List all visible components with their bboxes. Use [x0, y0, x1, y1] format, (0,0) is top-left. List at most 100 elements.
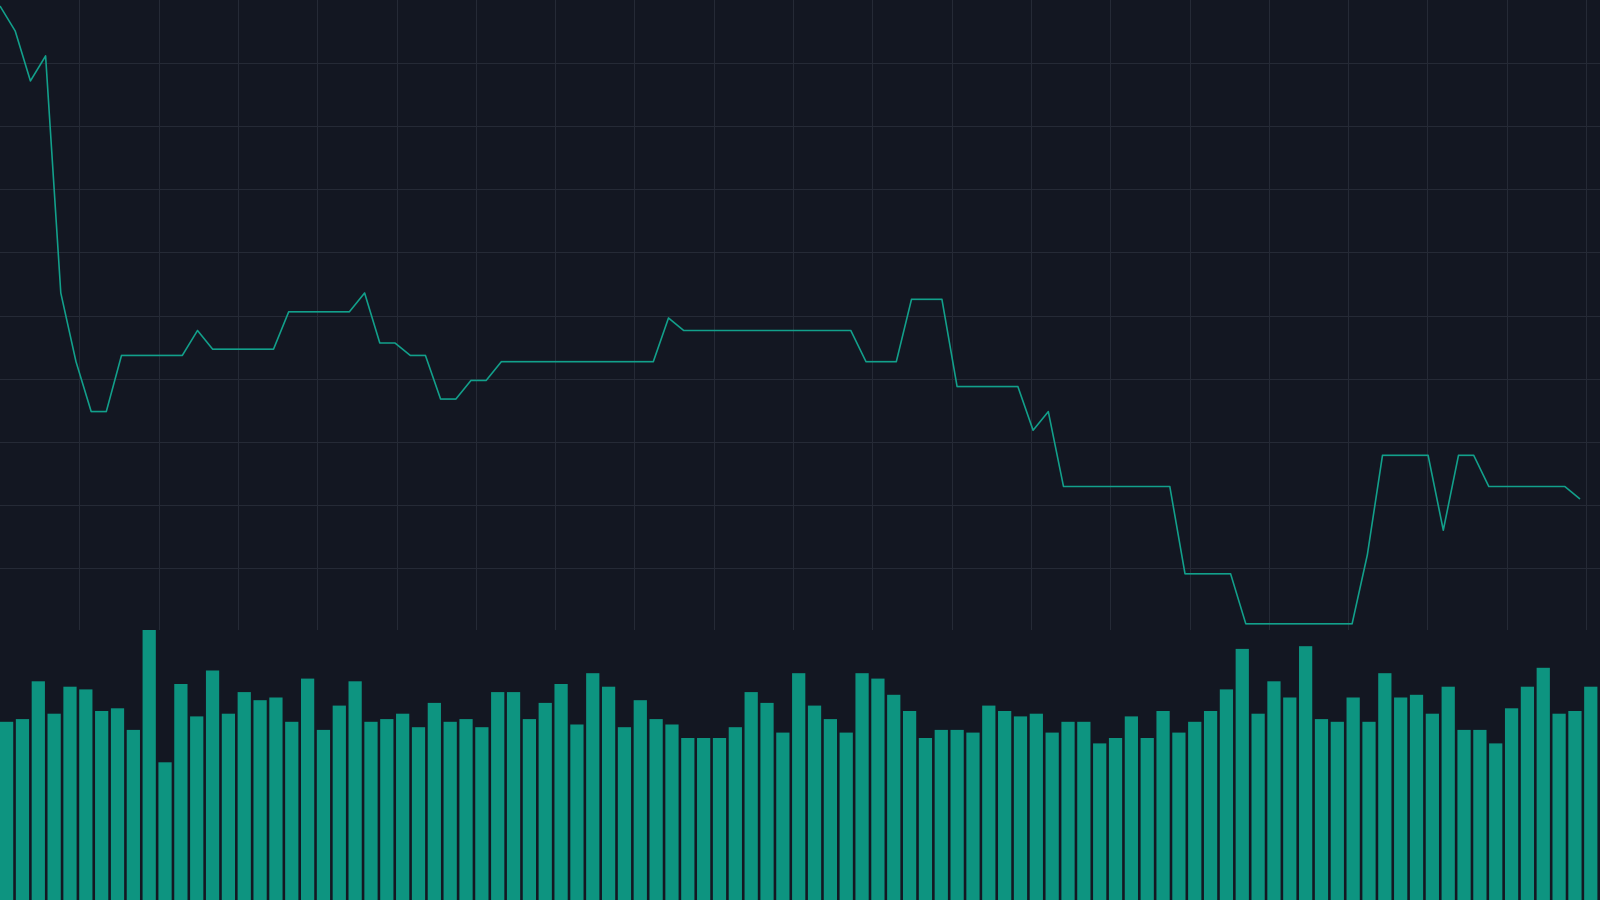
volume-bar [950, 729, 964, 900]
volume-bar [1378, 673, 1392, 900]
volume-bar [237, 692, 251, 900]
volume-bar [205, 670, 220, 900]
volume-bar [538, 702, 552, 900]
volume-bar [31, 681, 45, 900]
volume-bar [807, 705, 822, 900]
volume-bar [1314, 719, 1329, 900]
volume-bar [300, 678, 315, 900]
volume-bar [681, 738, 695, 900]
volume-bar [586, 673, 600, 900]
volume-bar [1409, 694, 1424, 900]
volume-bar [697, 738, 711, 900]
volume-bar [459, 719, 473, 900]
volume-bar [364, 721, 378, 900]
volume-bar [174, 684, 188, 900]
volume-bar [285, 721, 299, 900]
volume-bar [1473, 729, 1487, 900]
volume-bar [1425, 713, 1439, 900]
volume-bar [1283, 697, 1297, 900]
volume-bar [79, 689, 93, 900]
volume-bar [1124, 716, 1138, 900]
volume-bar [380, 719, 394, 900]
volume-bar [253, 700, 267, 900]
volume-bar [0, 721, 14, 900]
volume-bar [15, 719, 30, 900]
volume-bar [506, 692, 521, 900]
volume-bar [617, 727, 632, 900]
volume-bar [1394, 697, 1408, 900]
volume-bar [934, 729, 948, 900]
volume-bar [126, 729, 140, 900]
volume-bar [190, 716, 204, 900]
volume-bar [1188, 721, 1202, 900]
volume-bar [1251, 713, 1265, 900]
volume-bar [110, 708, 125, 900]
volume-bar [158, 762, 172, 900]
volume-bar [1552, 713, 1566, 900]
volume-bar [1584, 686, 1598, 900]
volume-bar [1568, 711, 1582, 900]
volume-bar [871, 678, 885, 900]
volume-bar [554, 684, 568, 900]
grid [0, 0, 1600, 630]
volume-bar [142, 630, 156, 900]
volume-bar [1441, 686, 1455, 900]
volume-bar [649, 719, 663, 900]
volume-pane [0, 630, 1598, 900]
volume-bar [633, 700, 647, 900]
volume-bar [1219, 689, 1234, 900]
volume-bar [396, 713, 410, 900]
volume-bar [712, 738, 727, 900]
price-pane [0, 5, 1581, 625]
volume-bar [1346, 697, 1360, 900]
volume-bar [411, 727, 426, 900]
volume-bar [316, 729, 331, 900]
volume-bar [902, 711, 917, 900]
volume-bar [1299, 646, 1313, 900]
volume-bar [1029, 713, 1043, 900]
volume-bar [776, 732, 790, 900]
volume-bar [522, 719, 537, 900]
volume-bar [601, 686, 616, 900]
volume-bar [1140, 738, 1154, 900]
volume-bar [491, 692, 505, 900]
volume-bar [1172, 732, 1186, 900]
volume-bar [823, 719, 837, 900]
volume-bar [744, 692, 758, 900]
volume-bar [1061, 721, 1075, 900]
volume-bar [1013, 716, 1028, 900]
volume-bar [665, 724, 679, 900]
volume-bar [427, 702, 441, 900]
volume-bar [966, 732, 980, 900]
volume-bar [332, 705, 346, 900]
volume-bar [1362, 721, 1376, 900]
volume-bar [728, 727, 742, 900]
volume-bar [1156, 711, 1170, 900]
volume-bar [475, 727, 489, 900]
volume-bar [348, 681, 362, 900]
volume-bar [918, 738, 933, 900]
volume-bar [1045, 732, 1059, 900]
volume-bar [887, 694, 901, 900]
volume-bar [855, 673, 869, 900]
volume-bar [998, 711, 1012, 900]
volume-bar [63, 686, 77, 900]
volume-bar [1489, 743, 1503, 900]
volume-bar [570, 724, 584, 900]
volume-bar [1457, 729, 1471, 900]
volume-bar [1520, 686, 1535, 900]
volume-bar [839, 732, 853, 900]
volume-bar [47, 713, 61, 900]
volume-bar [221, 713, 236, 900]
volume-bar [1077, 721, 1091, 900]
volume-bar [1267, 681, 1281, 900]
volume-bar [1235, 648, 1249, 900]
volume-bar [1504, 708, 1519, 900]
volume-bar [1203, 711, 1218, 900]
volume-bar [982, 705, 996, 900]
volume-bar [1330, 721, 1344, 900]
volume-bar [760, 702, 774, 900]
volume-bar [95, 711, 109, 900]
